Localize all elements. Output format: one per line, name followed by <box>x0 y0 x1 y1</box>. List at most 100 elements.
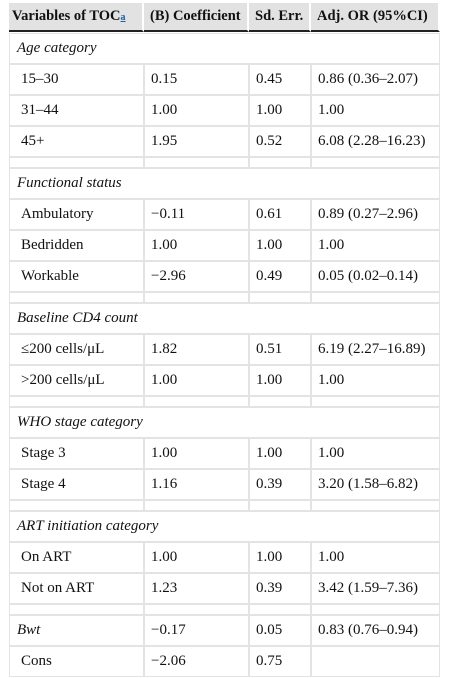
row-label-text: Workable <box>21 268 79 284</box>
section-title: Bwt <box>9 615 144 646</box>
value-cell-text: 0.45 <box>256 71 283 87</box>
value-cell-text: 1.00 <box>256 237 283 253</box>
value-cell-text: 1.00 <box>151 549 178 565</box>
value-cell-text: 1.00 <box>318 237 345 253</box>
row-label-text: Ambulatory <box>21 206 94 222</box>
value-cell: 0.83 (0.76–0.94) <box>311 615 440 646</box>
value-cell: 0.89 (0.27–2.96) <box>311 199 440 230</box>
value-cell-text: 0.61 <box>256 206 283 222</box>
spacer-cell <box>9 157 144 168</box>
row-label-text: >200 cells/μL <box>21 372 105 388</box>
value-cell: 0.75 <box>249 646 311 677</box>
spacer-cell <box>249 157 311 168</box>
section-title: Age category <box>9 33 440 64</box>
spacer-cell <box>144 604 249 615</box>
value-cell: 1.00 <box>249 542 311 573</box>
row-label-text: On ART <box>21 549 72 565</box>
value-cell: 1.00 <box>311 230 440 261</box>
value-cell-text: −0.11 <box>151 206 186 222</box>
value-cell: 0.05 (0.02–0.14) <box>311 261 440 292</box>
spacer-cell <box>144 396 249 407</box>
value-cell-text: 0.05 <box>256 622 283 638</box>
value-cell: 0.05 <box>249 615 311 646</box>
value-cell: −0.11 <box>144 199 249 230</box>
value-cell-text: 0.83 (0.76–0.94) <box>318 622 418 638</box>
value-cell: 0.39 <box>249 469 311 500</box>
value-cell: 1.00 <box>311 438 440 469</box>
row-label-text: Stage 3 <box>21 445 66 461</box>
value-cell-text: 3.20 (1.58–6.82) <box>318 476 418 492</box>
value-cell: −0.17 <box>144 615 249 646</box>
value-cell: 1.00 <box>311 365 440 396</box>
footnote-link[interactable]: a <box>120 12 126 23</box>
value-cell: 1.00 <box>249 95 311 126</box>
value-cell-text: 0.86 (0.36–2.07) <box>318 71 418 87</box>
row-label: 15–30 <box>9 64 144 95</box>
section-title: WHO stage category <box>9 407 440 438</box>
spacer-cell <box>311 500 440 511</box>
value-cell-text: 0.49 <box>256 268 283 284</box>
row-label-text: Stage 4 <box>21 476 66 492</box>
value-cell: −2.96 <box>144 261 249 292</box>
section-title-text: Functional status <box>17 175 122 191</box>
section-title-text: ART initiation category <box>17 518 159 534</box>
row-label: >200 cells/μL <box>9 365 144 396</box>
spacer-cell <box>144 292 249 303</box>
value-cell: 1.00 <box>144 542 249 573</box>
value-cell: 1.00 <box>144 365 249 396</box>
value-cell: 1.00 <box>249 365 311 396</box>
row-label-text: Not on ART <box>21 580 95 596</box>
value-cell-text: 1.00 <box>256 372 283 388</box>
row-label: Bedridden <box>9 230 144 261</box>
value-cell: 1.95 <box>144 126 249 157</box>
spacer-cell <box>144 500 249 511</box>
value-cell-text: −2.06 <box>151 653 186 669</box>
value-cell: 1.00 <box>249 230 311 261</box>
value-cell: 1.00 <box>144 438 249 469</box>
row-label: Workable <box>9 261 144 292</box>
value-cell: 1.00 <box>144 95 249 126</box>
value-cell-text: 1.00 <box>151 102 178 118</box>
value-cell-text: 6.08 (2.28–16.23) <box>318 133 426 149</box>
row-label-text: ≤200 cells/μL <box>21 341 105 357</box>
value-cell-text: 3.42 (1.59–7.36) <box>318 580 418 596</box>
value-cell-text: 1.00 <box>256 102 283 118</box>
row-label-text: 31–44 <box>21 102 59 118</box>
section-title-text: Baseline CD4 count <box>17 310 138 326</box>
value-cell-text: 1.95 <box>151 133 178 149</box>
row-label: Stage 3 <box>9 438 144 469</box>
row-label-text: Bedridden <box>21 237 84 253</box>
header-cell-text: Sd. Err. <box>255 8 304 24</box>
row-label: 31–44 <box>9 95 144 126</box>
value-cell-text: 0.52 <box>256 133 283 149</box>
value-cell: 0.45 <box>249 64 311 95</box>
spacer-cell <box>311 157 440 168</box>
value-cell-text: 1.00 <box>256 549 283 565</box>
value-cell-text: 1.16 <box>151 476 178 492</box>
value-cell: 0.86 (0.36–2.07) <box>311 64 440 95</box>
row-label: ≤200 cells/μL <box>9 334 144 365</box>
section-title: ART initiation category <box>9 511 440 542</box>
value-cell-text: −0.17 <box>151 622 186 638</box>
value-cell-text: 1.82 <box>151 341 178 357</box>
row-label: Ambulatory <box>9 199 144 230</box>
value-cell-text: 1.00 <box>151 237 178 253</box>
spacer-cell <box>249 500 311 511</box>
header-cell: Sd. Err. <box>249 3 311 32</box>
value-cell: 3.20 (1.58–6.82) <box>311 469 440 500</box>
row-label: Stage 4 <box>9 469 144 500</box>
value-cell-text: 0.51 <box>256 341 283 357</box>
spacer-cell <box>311 292 440 303</box>
value-cell: 0.39 <box>249 573 311 604</box>
value-cell: 6.08 (2.28–16.23) <box>311 126 440 157</box>
value-cell-text: 1.00 <box>151 372 178 388</box>
value-cell-text: 1.00 <box>318 372 345 388</box>
value-cell-text: 1.00 <box>318 445 345 461</box>
section-title-text: Bwt <box>17 622 41 638</box>
section-title: Functional status <box>9 168 440 199</box>
value-cell-text: −2.96 <box>151 268 186 284</box>
section-title: Baseline CD4 count <box>9 303 440 334</box>
spacer-cell <box>9 500 144 511</box>
spacer-cell <box>9 396 144 407</box>
